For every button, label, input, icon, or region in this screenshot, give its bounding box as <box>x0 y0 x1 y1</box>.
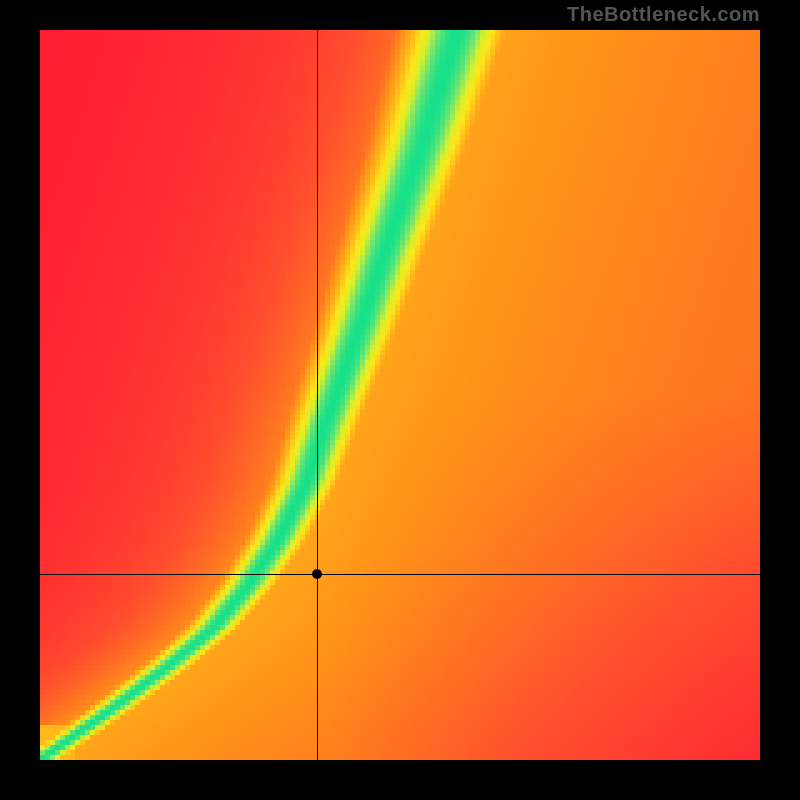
marker-dot <box>312 569 322 579</box>
heatmap-canvas <box>40 30 760 760</box>
watermark-text: TheBottleneck.com <box>567 4 760 27</box>
heatmap-plot <box>40 30 760 760</box>
crosshair-horizontal <box>40 574 760 575</box>
chart-container: { "watermark": { "text": "TheBottleneck.… <box>0 0 800 800</box>
crosshair-vertical <box>317 30 318 760</box>
